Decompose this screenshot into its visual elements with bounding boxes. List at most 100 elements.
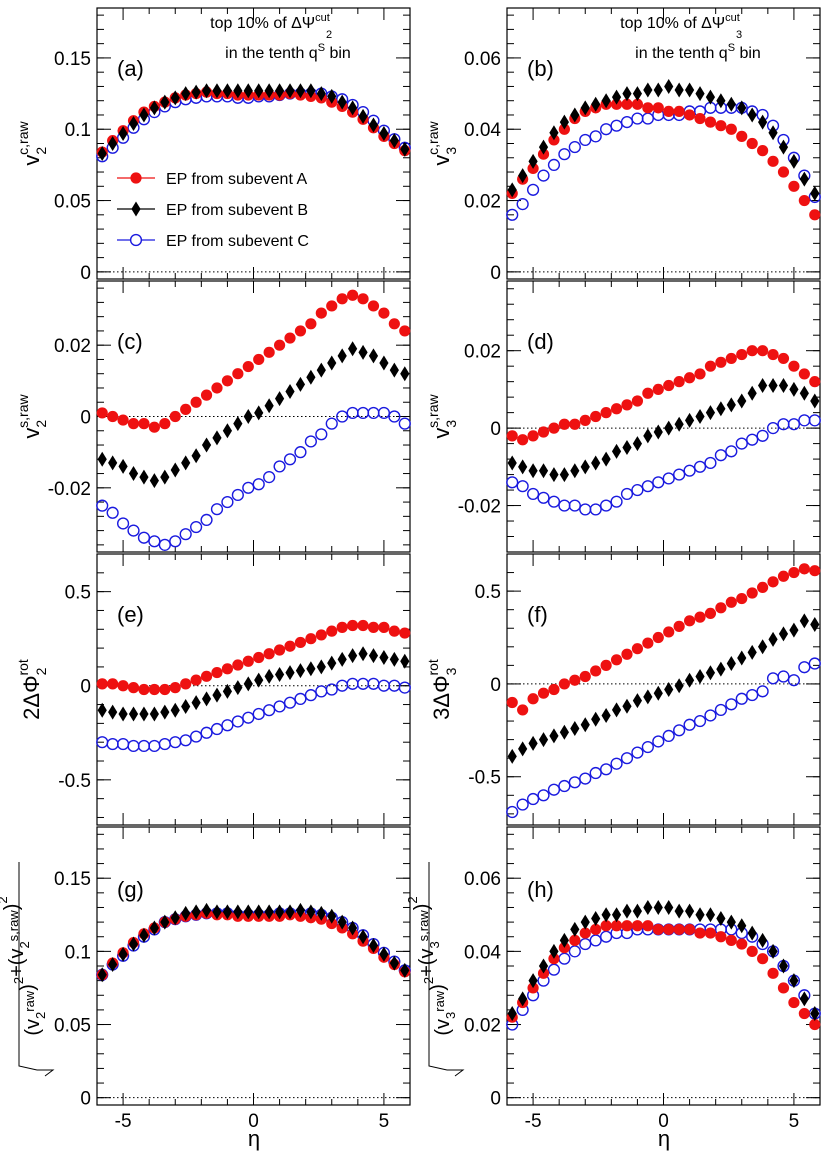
- marker-A: [569, 418, 581, 430]
- marker-A: [558, 418, 570, 430]
- marker-B: [243, 409, 253, 424]
- header-line-1: top 10% of ΔΨcut: [210, 12, 330, 32]
- marker-C: [516, 198, 529, 211]
- marker-A: [725, 352, 737, 365]
- legend-label: EP from subevent A: [166, 171, 307, 188]
- marker-B: [538, 463, 549, 479]
- marker-B: [400, 653, 410, 669]
- marker-B: [518, 741, 528, 757]
- marker-C: [273, 700, 286, 713]
- marker-A: [117, 680, 129, 692]
- marker-B: [518, 991, 528, 1007]
- marker-C: [725, 445, 738, 458]
- marker-A: [652, 631, 664, 644]
- marker-B: [601, 451, 611, 467]
- marker-A: [284, 640, 296, 652]
- marker-B: [716, 93, 726, 109]
- marker-C: [589, 934, 602, 947]
- marker-B: [768, 125, 778, 141]
- marker-B: [118, 126, 128, 142]
- y-axis-label: v2c,raw: [15, 120, 49, 165]
- marker-C: [137, 739, 151, 753]
- marker-B: [285, 904, 295, 920]
- marker-B: [591, 910, 601, 926]
- marker-C: [116, 517, 130, 530]
- series-A: [96, 619, 411, 696]
- marker-B: [507, 455, 517, 471]
- marker-C: [714, 703, 727, 717]
- panel-f: -0.5 0 0.5 (f) 3ΔΦ3rot: [425, 553, 821, 826]
- marker-B: [632, 693, 643, 709]
- marker-C: [589, 503, 602, 516]
- marker-A: [263, 346, 275, 358]
- series-A: [506, 563, 821, 716]
- marker-A: [190, 674, 202, 686]
- marker-A: [663, 379, 675, 392]
- header-line-1-sub: 2: [326, 29, 332, 41]
- marker-C: [568, 140, 581, 154]
- marker-A: [579, 670, 591, 683]
- panel-label: (c): [117, 329, 143, 354]
- marker-C: [589, 130, 602, 143]
- marker-A: [367, 300, 380, 312]
- marker-B: [212, 83, 222, 99]
- x-tick-label: 0: [248, 1111, 259, 1132]
- marker-A: [610, 920, 623, 932]
- marker-A: [357, 293, 369, 305]
- marker-C: [148, 739, 161, 753]
- marker-B: [181, 86, 191, 102]
- marker-A: [715, 931, 727, 943]
- x-tick-label: -5: [525, 1111, 542, 1132]
- marker-B: [97, 967, 107, 983]
- series-C: [506, 657, 821, 819]
- marker-B: [591, 711, 601, 727]
- marker-C: [325, 417, 338, 430]
- marker-C: [746, 433, 759, 446]
- marker-C: [367, 677, 380, 690]
- marker-A: [357, 619, 369, 632]
- marker-A: [148, 421, 160, 433]
- y-tick-label: 0.02: [464, 192, 501, 213]
- marker-B: [591, 455, 601, 471]
- marker-A: [809, 1018, 821, 1031]
- marker-B: [528, 463, 538, 479]
- marker-B: [538, 958, 549, 974]
- y-tick-label: -0.5: [468, 768, 501, 789]
- marker-A: [704, 360, 717, 372]
- marker-B: [518, 168, 528, 184]
- marker-B: [264, 398, 274, 414]
- marker-B: [285, 665, 295, 681]
- marker-A: [746, 137, 758, 150]
- marker-A: [180, 403, 192, 415]
- marker-B: [684, 672, 695, 688]
- marker-C: [766, 672, 780, 685]
- marker-B: [580, 914, 590, 930]
- marker-B: [684, 903, 695, 919]
- marker-C: [631, 746, 644, 759]
- marker-B: [327, 908, 337, 924]
- marker-A: [506, 430, 518, 442]
- marker-B: [789, 622, 799, 638]
- marker-B: [160, 914, 170, 930]
- marker-C: [631, 112, 644, 125]
- series-B: [507, 613, 820, 764]
- y-tick-label: 0.1: [65, 942, 91, 963]
- marker-A: [798, 1007, 810, 1020]
- y-axis-label-text: v3c,raw: [425, 120, 459, 165]
- marker-A: [621, 920, 633, 932]
- y-tick-label: 0: [490, 675, 501, 696]
- radical-sign: [18, 862, 55, 1077]
- marker-C: [537, 491, 550, 504]
- marker-A: [107, 678, 119, 690]
- marker-B: [306, 661, 316, 677]
- marker-C: [662, 472, 675, 485]
- y-tick-label: 0.06: [464, 49, 501, 70]
- marker-A: [96, 407, 108, 419]
- marker-B: [389, 651, 399, 667]
- marker-C: [315, 685, 328, 698]
- marker-B: [274, 666, 285, 682]
- marker-C: [558, 779, 571, 793]
- series-A: [96, 907, 411, 981]
- marker-B: [181, 905, 191, 921]
- marker-A: [746, 945, 758, 957]
